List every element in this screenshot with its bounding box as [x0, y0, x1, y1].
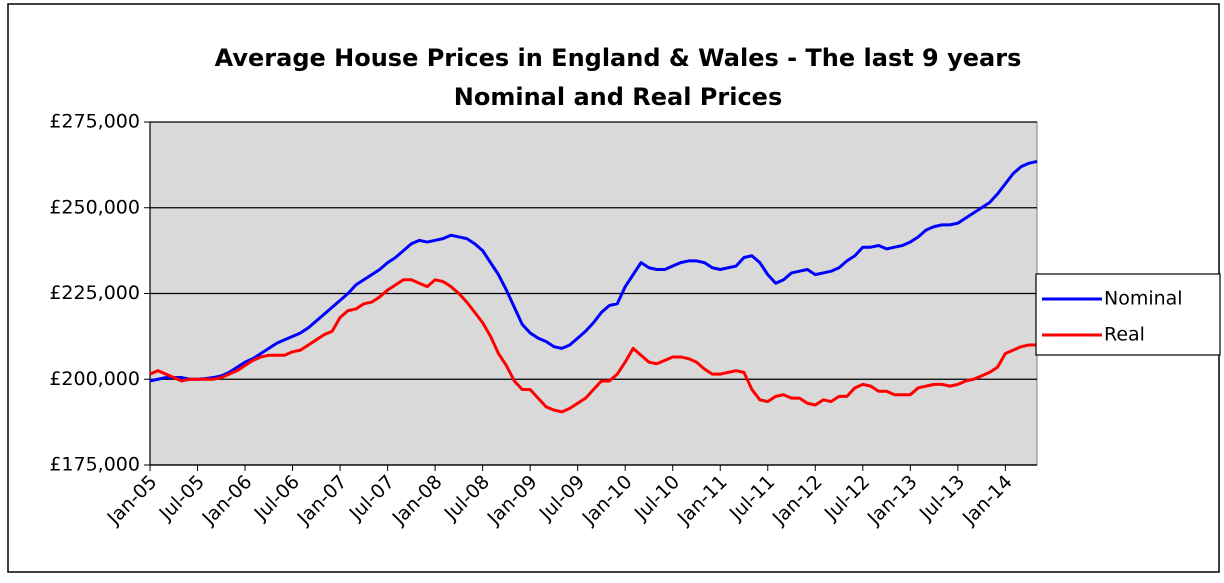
y-tick-label: £275,000: [49, 111, 140, 133]
y-tick-label: £250,000: [49, 196, 140, 218]
y-tick-label: £175,000: [49, 454, 140, 476]
line-series: [149, 159, 1038, 383]
y-tick-label: £200,000: [49, 368, 140, 390]
y-tick-label: £225,000: [49, 282, 140, 304]
legend-label: Real: [1104, 324, 1145, 346]
legend-label: Nominal: [1104, 288, 1183, 310]
chart-subtitle: Nominal and Real Prices: [454, 83, 782, 111]
line-series: [149, 278, 1038, 414]
legend-box: [1035, 273, 1221, 356]
chart-title: Average House Prices in England & Wales …: [215, 44, 1022, 72]
